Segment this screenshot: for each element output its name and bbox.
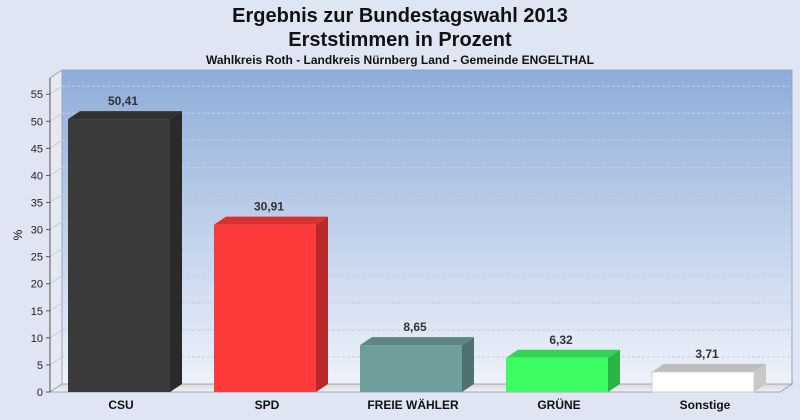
- y-tick-label: 25: [31, 252, 43, 264]
- y-tick-label: 35: [31, 198, 43, 210]
- bar-top: [360, 337, 474, 346]
- grid-line-side: [49, 221, 63, 231]
- bar-top: [652, 363, 766, 372]
- bar-value-label: 30,91: [254, 200, 284, 214]
- y-tick-label: 5: [37, 360, 43, 372]
- bar-top: [506, 349, 620, 358]
- grid-line-side: [49, 275, 63, 285]
- grid-line-side: [49, 112, 63, 122]
- y-tick-label: 0: [37, 387, 43, 399]
- grid-line-side: [49, 167, 63, 176]
- x-tick-label: Sonstige: [680, 398, 731, 412]
- chart-title: Ergebnis zur Bundestagswahl 2013: [232, 5, 568, 27]
- bar-value-label: 50,41: [108, 94, 138, 108]
- grid-line-side: [49, 139, 63, 149]
- grid-line-side: [49, 302, 63, 312]
- bar-side: [170, 111, 182, 392]
- x-tick-label: CSU: [108, 398, 133, 412]
- y-tick-label: 55: [31, 89, 43, 101]
- x-axis: CSU SPD FREIE WÄHLER GRÜNE Sonstige: [108, 397, 730, 412]
- bar-side: [462, 337, 474, 392]
- y-tick-label: 45: [31, 143, 43, 155]
- bar-value-label: 8,65: [403, 320, 427, 334]
- bar: [360, 345, 462, 392]
- x-tick-label: FREIE WÄHLER: [367, 397, 459, 412]
- y-tick-label: 15: [31, 306, 43, 318]
- bar-csu: 50,41: [68, 94, 182, 392]
- grid-line-side: [49, 329, 63, 339]
- y-tick-label: 20: [31, 279, 43, 291]
- bar-sonstige: 3,71: [651, 347, 766, 393]
- y-axis-label: %: [11, 229, 25, 240]
- bar-top: [214, 216, 328, 225]
- bar-freie-wähler: 8,65: [360, 320, 474, 392]
- bar-side: [754, 363, 766, 392]
- bar-side: [608, 349, 620, 392]
- bar: [68, 119, 170, 392]
- bars: 50,41 30,91 8,65 6,32 3,71: [68, 94, 766, 393]
- grid-line-side: [49, 356, 63, 366]
- chart-title-line2: Erststimmen in Prozent: [288, 29, 512, 51]
- bar-spd: 30,91: [214, 200, 328, 392]
- chart-subtitle: Wahlkreis Roth - Landkreis Nürnberg Land…: [205, 53, 595, 67]
- bar-grüne: 6,32: [506, 333, 620, 392]
- bar-top: [68, 111, 182, 120]
- grid-line-side: [49, 248, 63, 258]
- bar-value-label: 3,71: [695, 347, 719, 361]
- y-axis: 0 5 10 15 20 25 30 35 40 45 50 55%: [11, 78, 51, 399]
- y-tick-label: 50: [31, 116, 43, 128]
- bar-side: [316, 216, 328, 392]
- plot-side-wall: [49, 69, 63, 393]
- bar: [506, 357, 608, 392]
- y-tick-label: 30: [31, 225, 43, 237]
- y-tick-label: 40: [31, 170, 43, 182]
- bar: [214, 224, 316, 392]
- grid-line-side: [49, 194, 63, 203]
- grid-line-side: [49, 85, 63, 95]
- bar-value-label: 6,32: [549, 333, 573, 347]
- y-tick-label: 10: [31, 333, 43, 345]
- bar: [651, 371, 755, 393]
- plot-back-wall: [61, 69, 793, 385]
- x-tick-label: GRÜNE: [537, 397, 580, 412]
- x-tick-label: SPD: [255, 398, 280, 412]
